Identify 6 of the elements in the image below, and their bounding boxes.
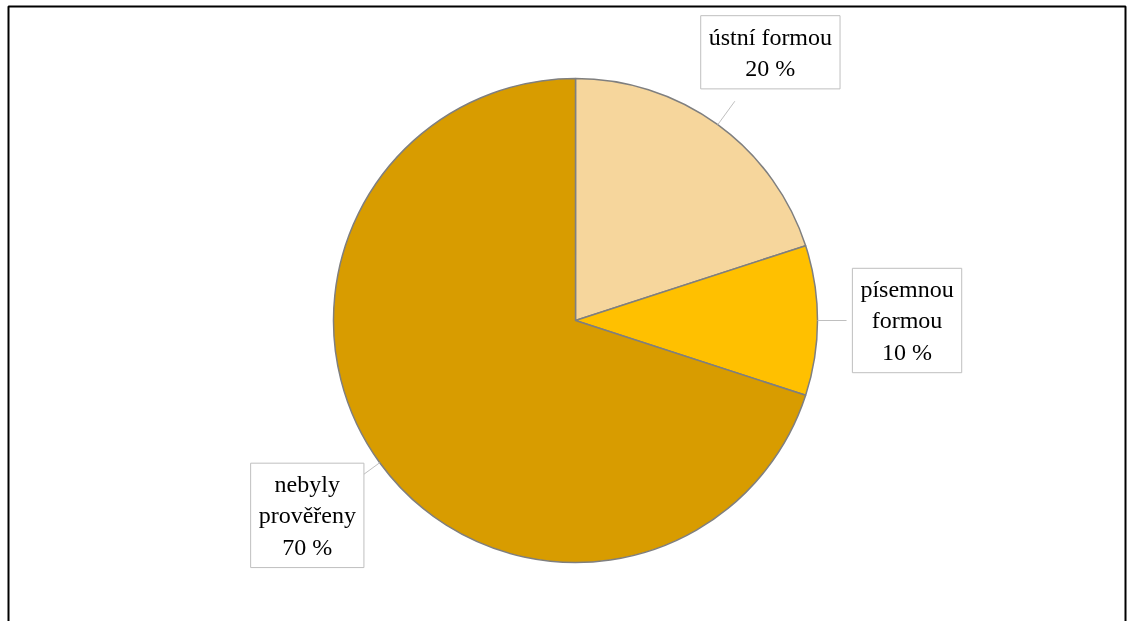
data-label: 20 % xyxy=(745,54,796,81)
slice-label: písemnou formou xyxy=(860,276,954,334)
data-label: 70 % xyxy=(282,533,333,560)
data-label: 10 % xyxy=(882,338,933,365)
slice-label: ústní formou xyxy=(708,23,833,50)
slice-label: nebyly prověřeny xyxy=(258,471,356,529)
